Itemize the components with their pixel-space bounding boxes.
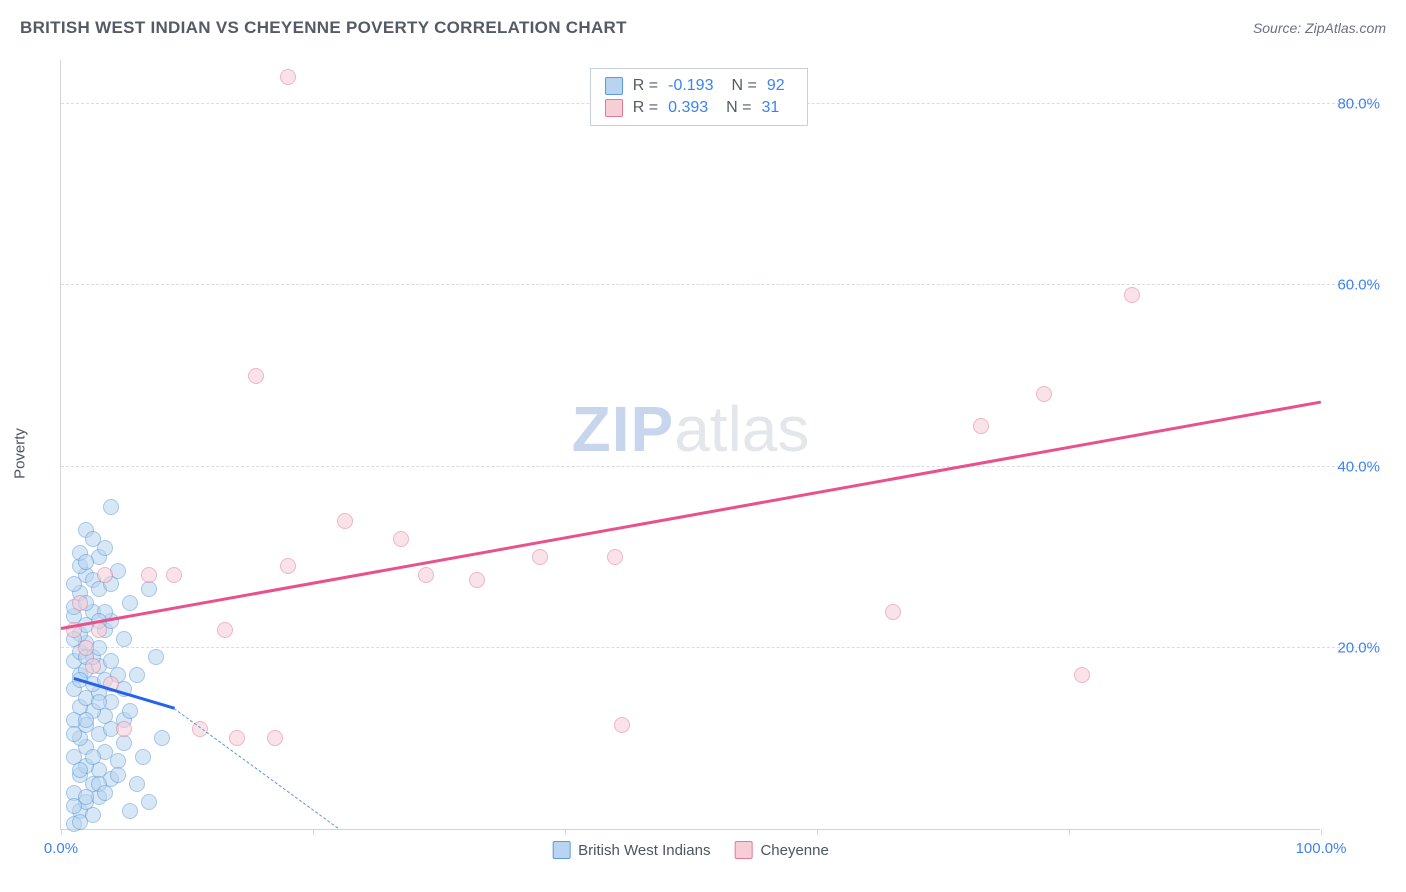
series-legend: British West Indians Cheyenne xyxy=(552,841,829,859)
data-point xyxy=(418,567,434,583)
y-tick-label: 40.0% xyxy=(1337,458,1380,475)
x-tick xyxy=(61,829,62,835)
gridline xyxy=(61,647,1370,648)
chart-title: BRITISH WEST INDIAN VS CHEYENNE POVERTY … xyxy=(20,18,627,38)
data-point xyxy=(78,640,94,656)
legend-item: Cheyenne xyxy=(734,841,828,859)
data-point xyxy=(103,653,119,669)
y-tick-label: 60.0% xyxy=(1337,277,1380,294)
stat-n-label: N = xyxy=(726,99,751,117)
y-axis-label: Poverty xyxy=(12,428,29,479)
data-point xyxy=(1036,386,1052,402)
data-point xyxy=(973,418,989,434)
data-point xyxy=(1074,667,1090,683)
x-tick-label: 0.0% xyxy=(44,840,78,857)
stat-n-value: 31 xyxy=(762,99,780,117)
data-point xyxy=(116,721,132,737)
legend-swatch xyxy=(734,841,752,859)
x-tick xyxy=(565,829,566,835)
data-point xyxy=(78,554,94,570)
stat-n-label: N = xyxy=(731,77,756,95)
data-point xyxy=(1124,287,1140,303)
data-point xyxy=(91,694,107,710)
data-point xyxy=(129,667,145,683)
x-tick xyxy=(817,829,818,835)
stats-legend-row: R = -0.193 N = 92 xyxy=(605,75,793,97)
data-point xyxy=(72,814,88,830)
data-point xyxy=(469,572,485,588)
stat-r-label: R = xyxy=(633,77,658,95)
trendline xyxy=(61,401,1321,630)
data-point xyxy=(267,730,283,746)
data-point xyxy=(129,776,145,792)
data-point xyxy=(229,730,245,746)
data-point xyxy=(607,549,623,565)
watermark: ZIPatlas xyxy=(572,392,810,466)
data-point xyxy=(337,513,353,529)
data-point xyxy=(110,767,126,783)
data-point xyxy=(85,531,101,547)
data-point xyxy=(135,749,151,765)
watermark-zip: ZIP xyxy=(572,393,675,465)
legend-label: Cheyenne xyxy=(760,842,828,859)
data-point xyxy=(154,730,170,746)
data-point xyxy=(72,762,88,778)
plot-area: ZIPatlas 20.0%40.0%60.0%80.0%0.0%100.0%R… xyxy=(60,60,1320,830)
gridline xyxy=(61,284,1370,285)
data-point xyxy=(66,798,82,814)
x-tick xyxy=(313,829,314,835)
x-tick xyxy=(1069,829,1070,835)
data-point xyxy=(103,499,119,515)
legend-swatch xyxy=(605,99,623,117)
data-point xyxy=(85,749,101,765)
data-point xyxy=(72,595,88,611)
data-point xyxy=(166,567,182,583)
legend-label: British West Indians xyxy=(578,842,710,859)
legend-swatch xyxy=(552,841,570,859)
y-tick-label: 80.0% xyxy=(1337,96,1380,113)
data-point xyxy=(141,794,157,810)
data-point xyxy=(280,69,296,85)
data-point xyxy=(393,531,409,547)
x-tick xyxy=(1321,829,1322,835)
source-attribution: Source: ZipAtlas.com xyxy=(1253,20,1386,36)
data-point xyxy=(122,803,138,819)
legend-item: British West Indians xyxy=(552,841,710,859)
data-point xyxy=(280,558,296,574)
y-tick-label: 20.0% xyxy=(1337,639,1380,656)
trendline xyxy=(174,709,338,829)
stat-r-value: 0.393 xyxy=(668,99,708,117)
data-point xyxy=(122,595,138,611)
data-point xyxy=(78,712,94,728)
data-point xyxy=(885,604,901,620)
data-point xyxy=(148,649,164,665)
data-point xyxy=(614,717,630,733)
data-point xyxy=(116,631,132,647)
stat-r-label: R = xyxy=(633,99,658,117)
data-point xyxy=(532,549,548,565)
data-point xyxy=(85,658,101,674)
data-point xyxy=(248,368,264,384)
x-tick-label: 100.0% xyxy=(1296,840,1347,857)
data-point xyxy=(97,567,113,583)
stat-r-value: -0.193 xyxy=(668,77,713,95)
data-point xyxy=(122,703,138,719)
stats-legend: R = -0.193 N = 92 R = 0.393 N = 31 xyxy=(590,68,808,126)
chart-container: Poverty ZIPatlas 20.0%40.0%60.0%80.0%0.0… xyxy=(50,60,1380,830)
data-point xyxy=(91,622,107,638)
data-point xyxy=(66,726,82,742)
stat-n-value: 92 xyxy=(767,77,785,95)
data-point xyxy=(97,785,113,801)
legend-swatch xyxy=(605,77,623,95)
data-point xyxy=(141,567,157,583)
data-point xyxy=(66,576,82,592)
data-point xyxy=(217,622,233,638)
gridline xyxy=(61,466,1370,467)
watermark-atlas: atlas xyxy=(674,393,809,465)
stats-legend-row: R = 0.393 N = 31 xyxy=(605,97,793,119)
